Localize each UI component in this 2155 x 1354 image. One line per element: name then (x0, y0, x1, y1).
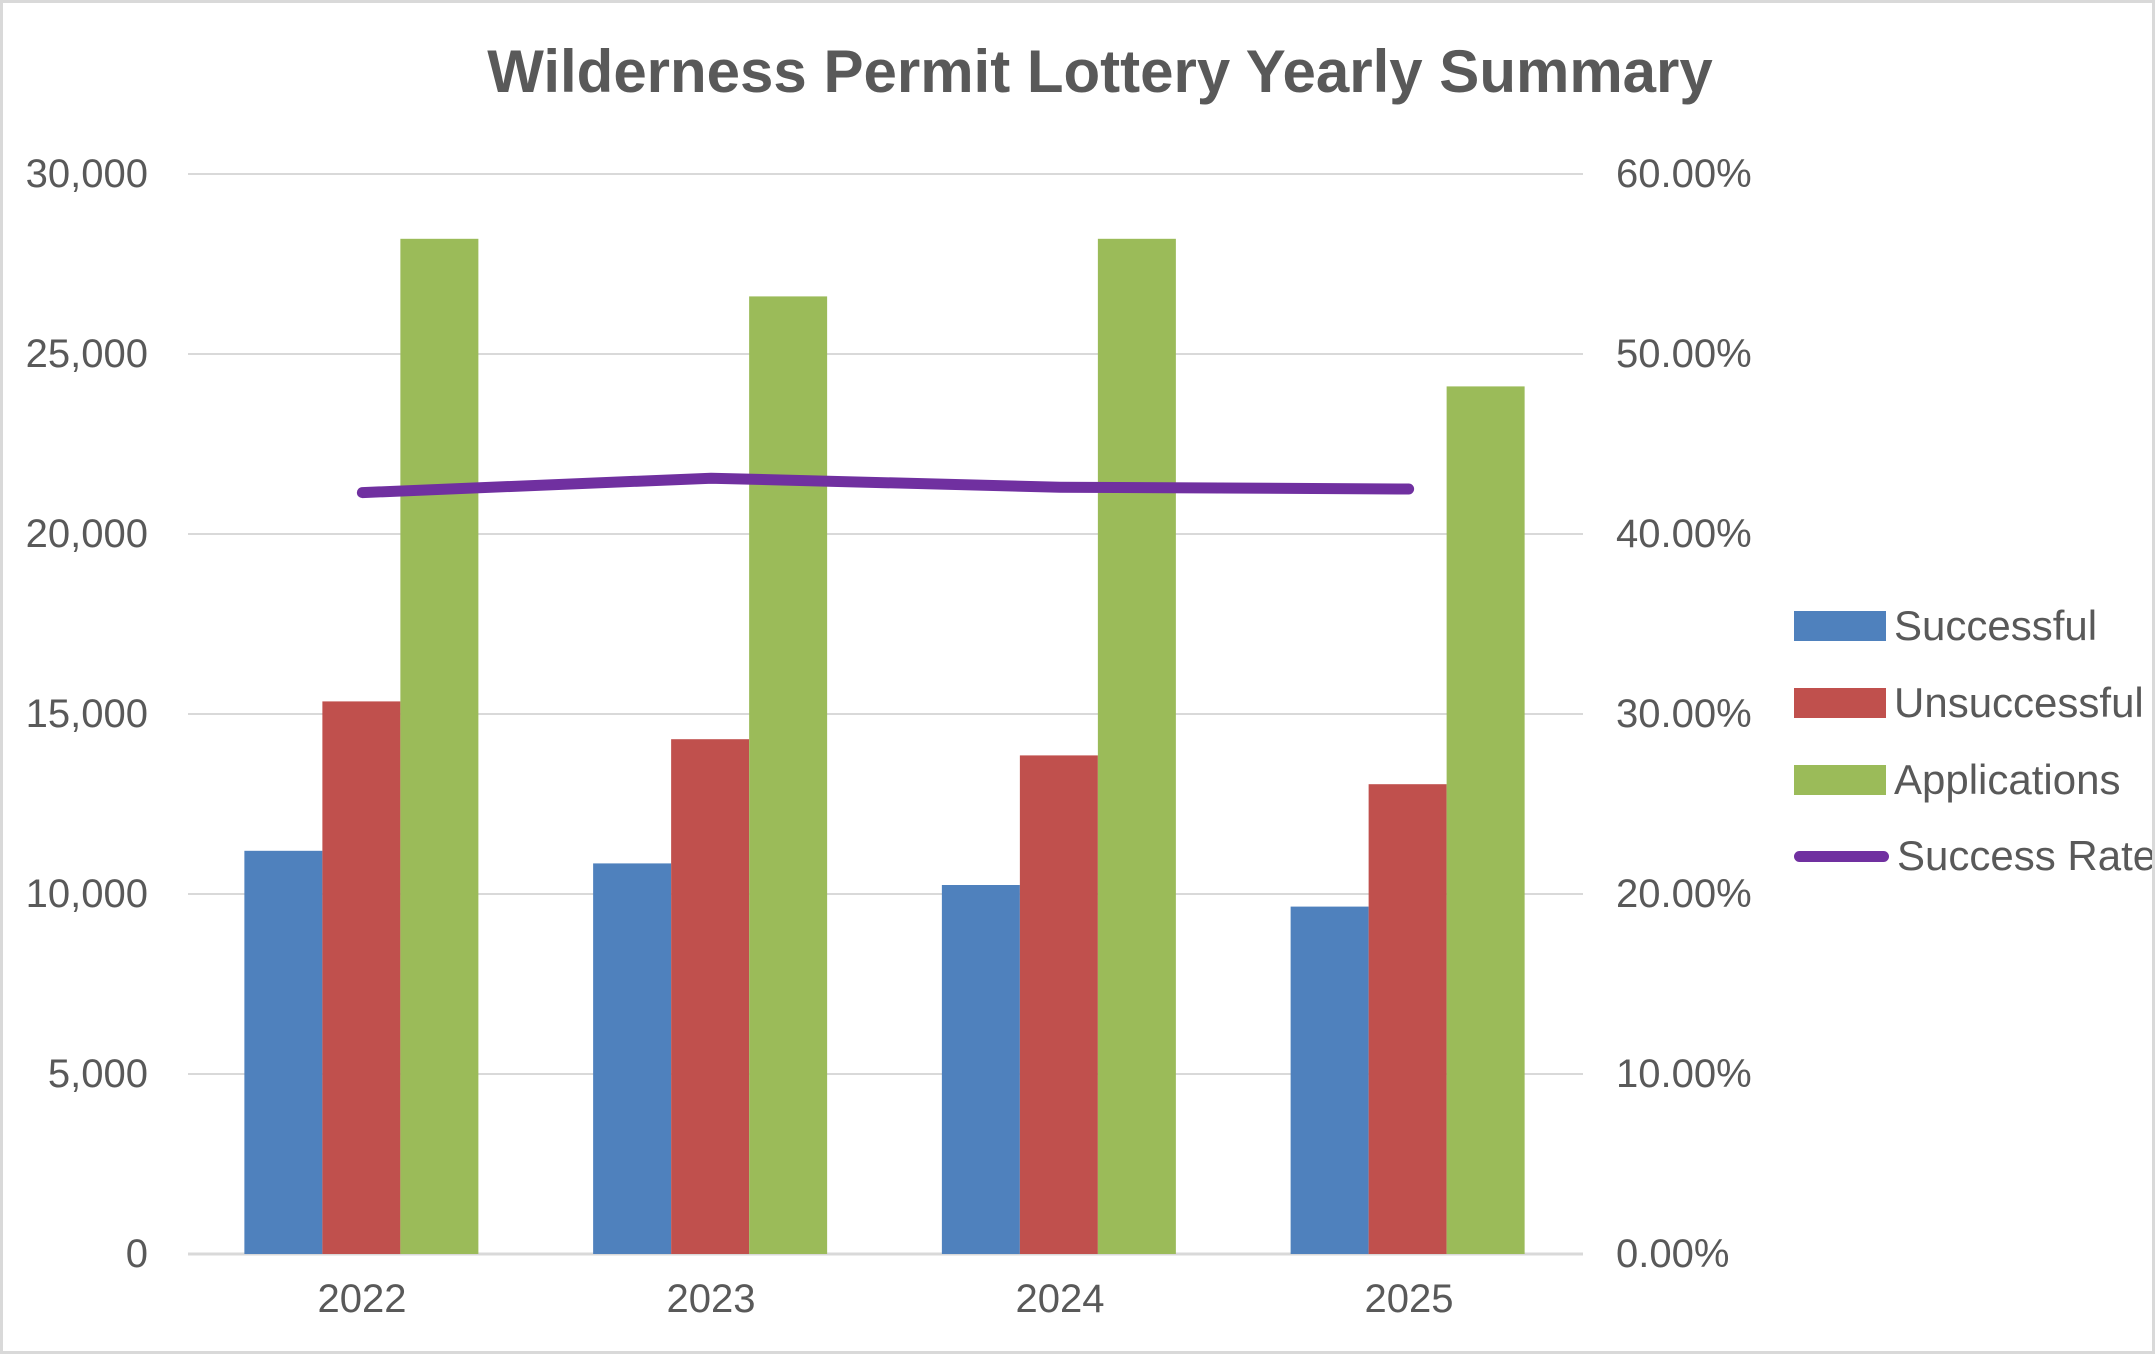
chart-title: Wilderness Permit Lottery Yearly Summary (487, 38, 1713, 105)
left-axis-tick: 0 (125, 1232, 148, 1276)
left-axis-tick: 25,000 (25, 332, 148, 376)
bar-successful-2023 (593, 863, 672, 1254)
right-axis-tick: 50.00% (1616, 332, 1752, 376)
x-axis-label: 2024 (1015, 1277, 1105, 1321)
legend-label: Success Rate (1897, 832, 2155, 879)
right-axis-tick: 0.00% (1616, 1232, 1730, 1276)
left-axis-tick: 30,000 (25, 152, 148, 196)
right-axis-tick: 10.00% (1616, 1052, 1752, 1096)
left-axis-tick: 20,000 (25, 512, 148, 556)
left-axis-tick: 5,000 (47, 1052, 148, 1096)
legend-label: Applications (1894, 756, 2121, 803)
bar-successful-2022 (244, 850, 323, 1254)
bar-applications-2024 (1097, 238, 1176, 1255)
legend-label: Unsuccessful (1894, 679, 2144, 726)
bar-successful-2024 (941, 885, 1020, 1254)
left-axis-tick: 15,000 (25, 692, 148, 736)
line-success-rate (356, 472, 1415, 499)
bar-unsuccessful-2023 (671, 739, 750, 1254)
legend-swatch-successful (1794, 611, 1886, 641)
x-axis-label: 2022 (317, 1277, 407, 1321)
bar-unsuccessful-2025 (1368, 784, 1447, 1254)
legend-item-successful: Successful (1794, 602, 2097, 650)
x-axis-label: 2023 (666, 1277, 756, 1321)
bar-applications-2022 (400, 238, 479, 1255)
right-axis-tick: 20.00% (1616, 872, 1752, 916)
left-axis-tick: 10,000 (25, 872, 148, 916)
legend-item-applications: Applications (1794, 756, 2120, 804)
bar-unsuccessful-2022 (322, 701, 401, 1254)
legend-label: Successful (1894, 602, 2098, 649)
right-axis-tick: 40.00% (1616, 512, 1752, 556)
right-axis-tick: 60.00% (1616, 152, 1752, 196)
right-axis-tick: 30.00% (1616, 692, 1752, 736)
legend-item-success-rate: Success Rate (1794, 832, 2155, 880)
legend-item-unsuccessful: Unsuccessful (1794, 679, 2144, 727)
legend-swatch-applications (1794, 765, 1886, 795)
x-axis-label: 2025 (1364, 1277, 1454, 1321)
bar-unsuccessful-2024 (1019, 755, 1098, 1254)
bar-applications-2023 (749, 296, 828, 1254)
legend-swatch-success-rate (1794, 850, 1889, 862)
bar-applications-2025 (1446, 386, 1525, 1254)
plot-area (188, 173, 1583, 1256)
bar-successful-2025 (1290, 906, 1369, 1254)
legend-swatch-unsuccessful (1794, 688, 1886, 718)
